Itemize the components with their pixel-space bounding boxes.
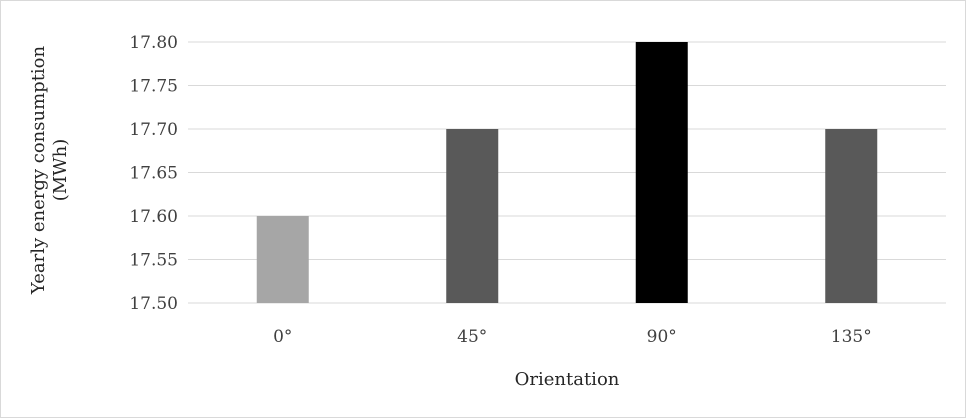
y-axis-title-line-1: Yearly energy consumption [28,45,49,295]
y-tick-labels: 17.50 17.55 17.60 17.65 17.70 17.75 17.80 [129,33,178,314]
x-tick-label: 90° [647,327,677,347]
y-axis-title-line-2: (MWh) [50,139,71,202]
x-axis-title: Orientation [515,369,620,390]
x-tick-label: 45° [457,327,487,347]
x-tick-label: 0° [273,327,292,347]
y-tick-label: 17.70 [129,120,178,140]
bar-1 [446,129,499,303]
y-tick-label: 17.50 [129,294,178,314]
y-axis-title: Yearly energy consumption (MWh) [28,45,71,295]
x-tick-label: 135° [831,327,872,347]
gridlines [188,41,946,304]
x-tick-labels: 0° 45° 90° 135° [273,327,872,347]
bar-0 [256,216,309,303]
y-tick-label: 17.65 [129,164,178,184]
y-tick-label: 17.80 [129,33,178,53]
bar-3 [825,129,878,303]
y-tick-label: 17.55 [129,251,178,271]
bars [256,42,878,303]
y-tick-label: 17.60 [129,207,178,227]
bar-2 [635,42,688,303]
y-tick-label: 17.75 [129,77,178,97]
